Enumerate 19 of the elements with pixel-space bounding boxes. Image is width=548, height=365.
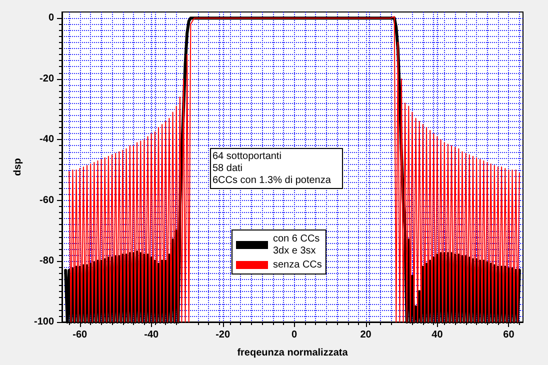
y-tick-label: -60 [40, 194, 54, 206]
y-tick-label: -40 [40, 134, 54, 146]
legend-label: senza CCs [273, 260, 322, 270]
y-tick-label: -100 [34, 316, 54, 328]
annotation: 6CCs con 1.3% di potenza [212, 175, 332, 186]
x-tick-label: -40 [144, 330, 160, 340]
y-tick-label: -80 [40, 256, 54, 267]
x-tick-label: 20 [360, 330, 372, 340]
y-tick-label: -20 [40, 73, 54, 84]
y-axis-title: dsp [12, 158, 24, 176]
x-tick-label: 0 [292, 330, 298, 340]
x-tick-label: 40 [432, 330, 444, 340]
annotation: 64 sottoportanti [212, 151, 282, 162]
y-tick-label: 0 [48, 12, 54, 24]
x-tick-label: 60 [503, 330, 515, 340]
x-tick-label: -20 [216, 330, 230, 340]
x-axis-title: freqeunza normalizzata [237, 348, 348, 358]
annotation: 58 dati [212, 163, 243, 174]
x-tick-label: -60 [72, 330, 88, 340]
